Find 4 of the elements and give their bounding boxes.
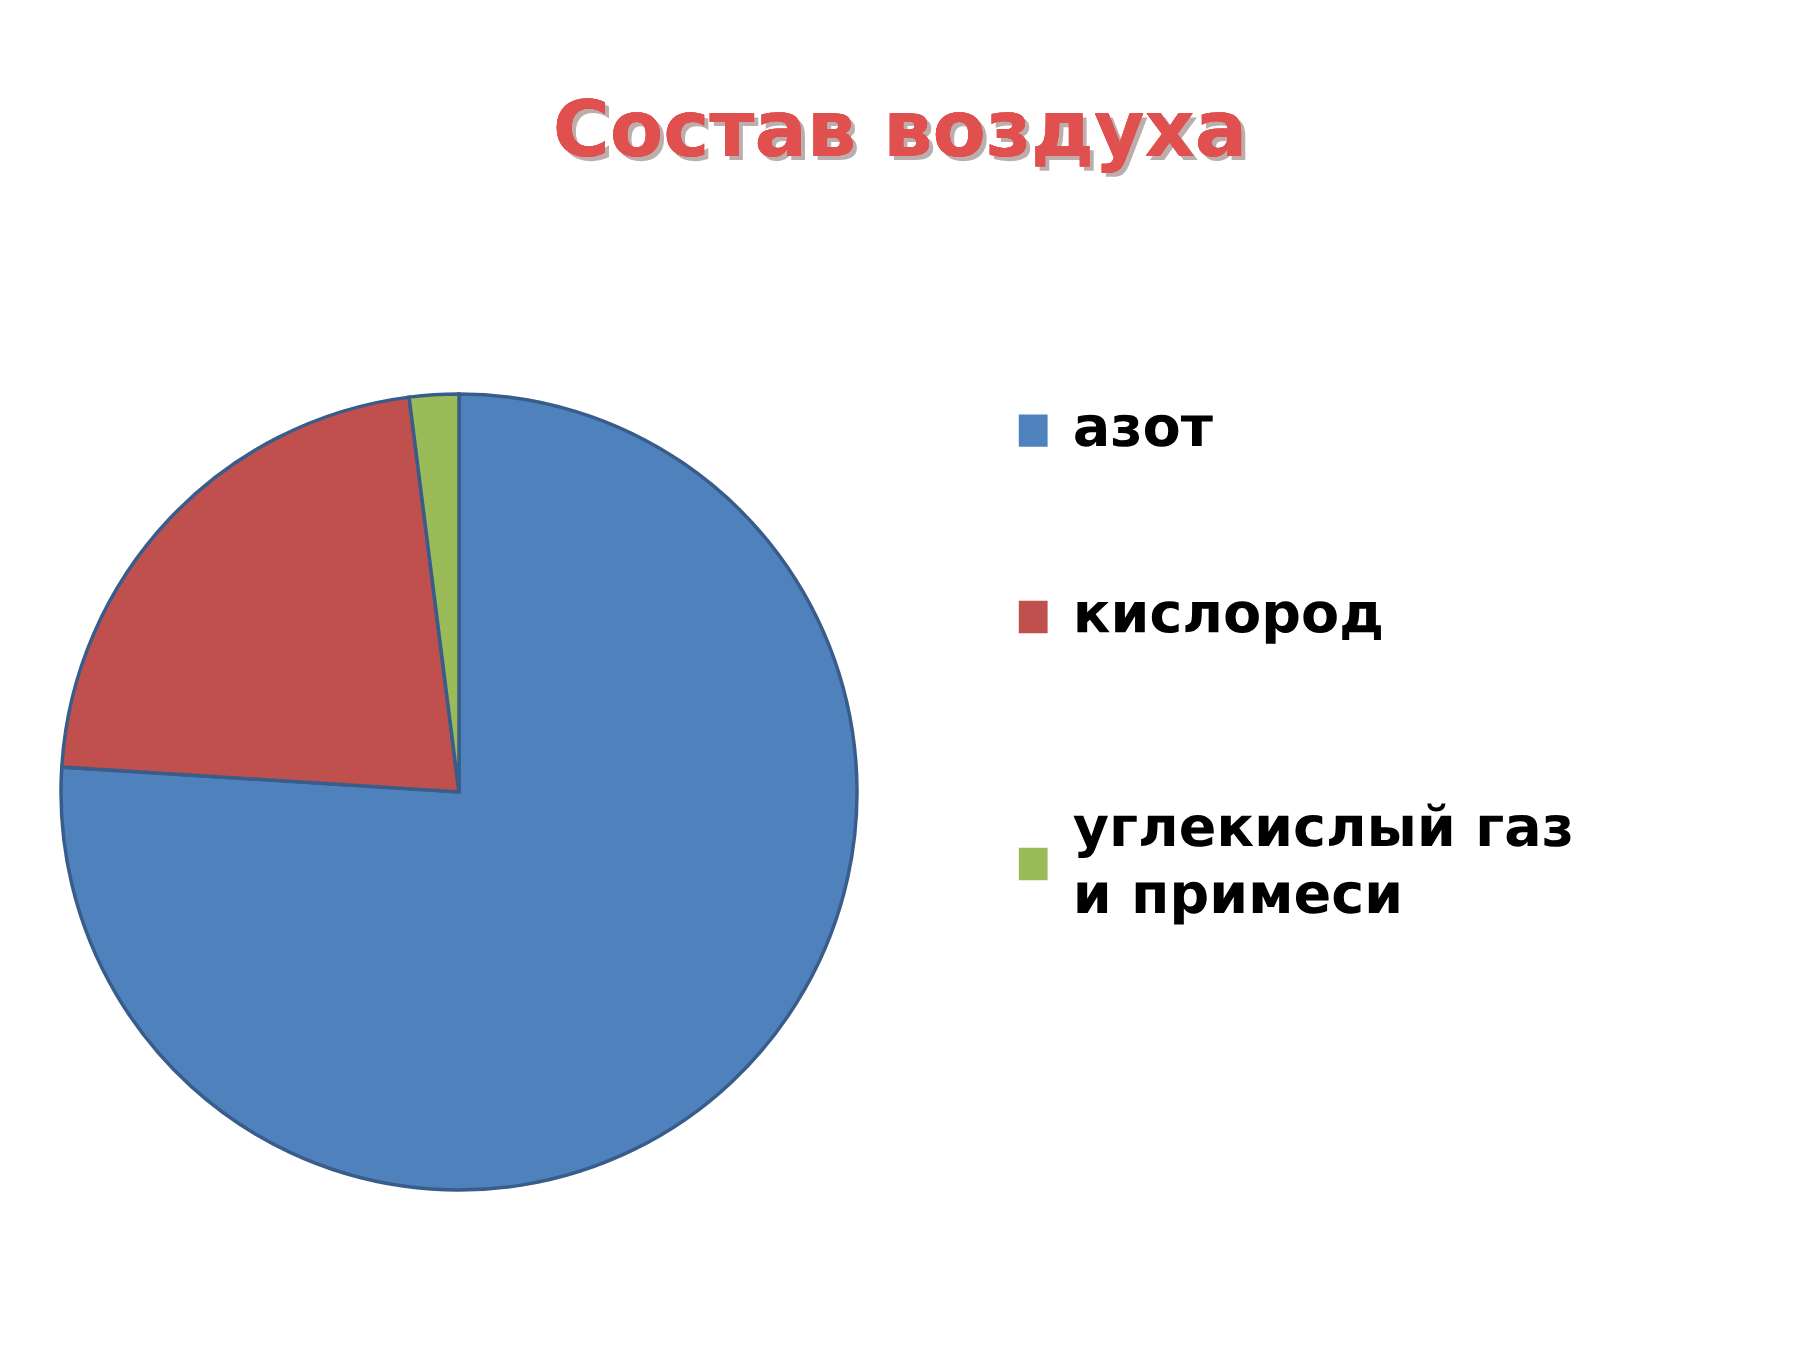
legend-label: кислород [1077, 601, 1381, 644]
legend-label: азот [1075, 414, 1213, 447]
chart-title: Состав воздуха [556, 98, 1246, 177]
legend-label: углекислый газ и примеси [1073, 803, 1571, 925]
